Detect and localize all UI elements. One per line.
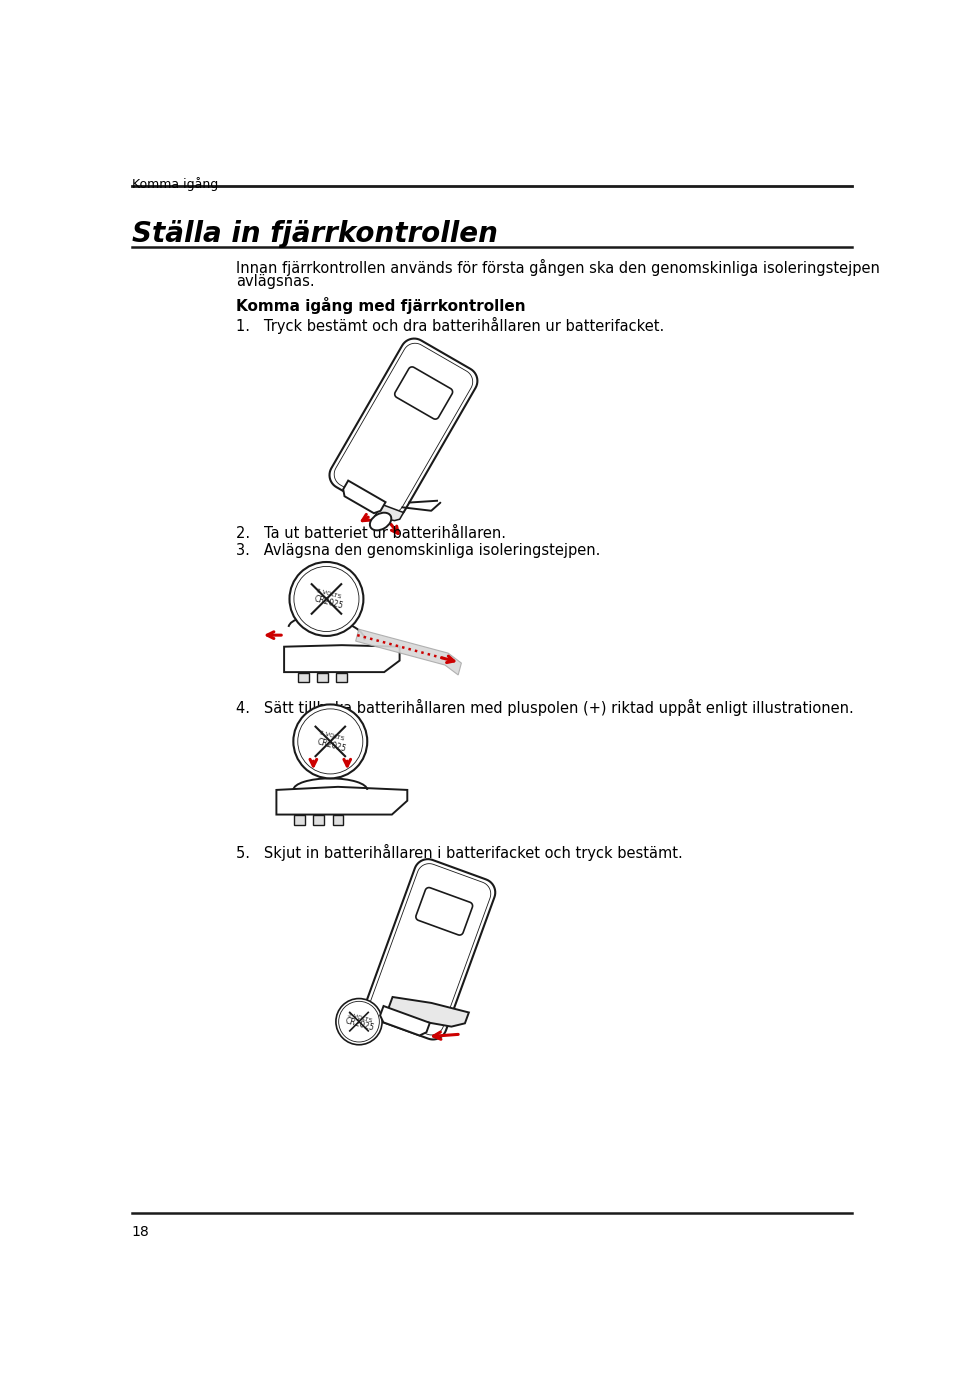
Text: 1.   Tryck bestämt och dra batterihållaren ur batterifacket.: 1. Tryck bestämt och dra batterihållaren…: [236, 317, 664, 334]
Polygon shape: [366, 860, 495, 1040]
Text: CR2025: CR2025: [345, 1016, 375, 1032]
Polygon shape: [355, 629, 462, 675]
Polygon shape: [380, 1007, 430, 1036]
Polygon shape: [374, 505, 403, 520]
Bar: [298, 672, 309, 682]
Text: 3 VOLTS: 3 VOLTS: [348, 1012, 373, 1023]
Polygon shape: [329, 338, 477, 517]
Bar: [336, 672, 348, 682]
Polygon shape: [416, 888, 472, 935]
Text: CR2025: CR2025: [313, 594, 344, 611]
Text: 3 VOLTS: 3 VOLTS: [319, 730, 345, 741]
Text: Ställa in fjärrkontrollen: Ställa in fjärrkontrollen: [132, 219, 497, 247]
Text: avlägsnas.: avlägsnas.: [236, 274, 315, 289]
Text: 2.   Ta ut batteriet ur batterihållaren.: 2. Ta ut batteriet ur batterihållaren.: [236, 526, 506, 541]
Text: Komma igång med fjärrkontrollen: Komma igång med fjärrkontrollen: [236, 298, 526, 315]
Polygon shape: [343, 481, 386, 513]
Text: CR2025: CR2025: [317, 737, 348, 754]
Polygon shape: [395, 366, 452, 419]
Text: Komma igång: Komma igång: [132, 178, 218, 192]
Text: 4.   Sätt tillbaka batterihållaren med pluspolen (+) riktad uppåt enligt illustr: 4. Sätt tillbaka batterihållaren med plu…: [236, 699, 854, 716]
Polygon shape: [284, 644, 399, 672]
Text: 5.   Skjut in batterihållaren i batterifacket och tryck bestämt.: 5. Skjut in batterihållaren i batterifac…: [236, 844, 684, 861]
Text: 3.   Avlägsna den genomskinliga isoleringstejpen.: 3. Avlägsna den genomskinliga isolerings…: [236, 542, 601, 558]
Circle shape: [294, 705, 368, 779]
Text: Innan fjärrkontrollen används för första gången ska den genomskinliga isolerings: Innan fjärrkontrollen används för första…: [236, 259, 880, 275]
Bar: [313, 815, 324, 825]
Text: 3 VOLTS: 3 VOLTS: [315, 587, 341, 600]
Ellipse shape: [370, 513, 392, 530]
Polygon shape: [386, 997, 468, 1026]
Bar: [317, 672, 328, 682]
Bar: [332, 815, 344, 825]
Circle shape: [290, 562, 364, 636]
Circle shape: [336, 998, 382, 1044]
Text: 18: 18: [132, 1225, 150, 1239]
Bar: [294, 815, 305, 825]
Polygon shape: [276, 787, 407, 815]
